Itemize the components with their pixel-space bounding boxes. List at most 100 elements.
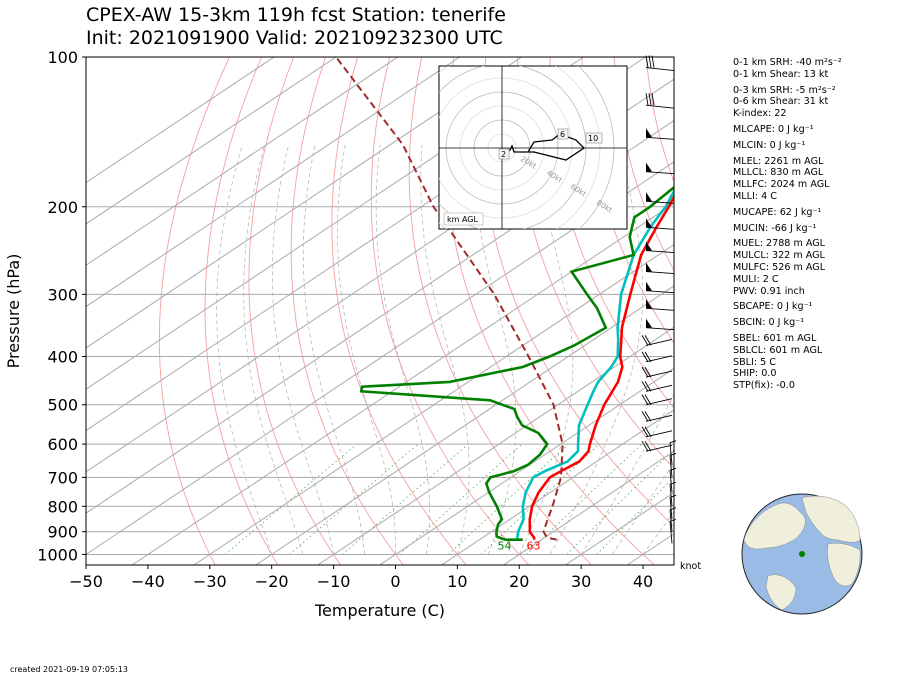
stat-muel: MUEL: 2788 m AGL — [733, 238, 826, 250]
moist-adiabat — [420, 144, 470, 555]
hodograph-height-box — [557, 128, 569, 140]
chart-title-line1: CPEX-AW 15-3km 119h fcst Station: teneri… — [86, 4, 506, 26]
dry-adiabat — [613, 57, 674, 272]
y-tick-label: 800 — [47, 497, 78, 516]
stat-mlcin: MLCIN: 0 J kg⁻¹ — [733, 139, 806, 151]
isotherm — [255, 285, 674, 565]
isotherm — [86, 57, 275, 184]
surface-annotation: 63 — [527, 540, 541, 553]
wind-barb — [645, 192, 675, 204]
moist-adiabat — [216, 144, 273, 555]
wind-barb — [641, 394, 673, 406]
x-tick-label: 10 — [447, 572, 467, 591]
isotherm — [503, 450, 674, 565]
stat-pwv: PWV: 0.91 inch — [733, 285, 805, 297]
wind-barb — [669, 467, 677, 493]
x-tick-label: −10 — [317, 572, 351, 591]
plot-frame — [85, 56, 675, 566]
stat-sbcape: SBCAPE: 0 J kg⁻¹ — [733, 301, 813, 313]
isotherm — [441, 409, 674, 565]
wind-barb — [669, 518, 677, 544]
isotherm — [86, 57, 337, 225]
isotherm — [379, 367, 674, 565]
stat-shear1: 0-1 km Shear: 13 kt — [733, 68, 829, 80]
x-tick-label: 20 — [509, 572, 529, 591]
hodograph-height-label: 10 — [588, 134, 598, 143]
wind-barb — [669, 452, 677, 478]
isotherm — [317, 326, 674, 565]
wind-barb — [645, 241, 675, 254]
globe-land-europe — [801, 495, 861, 543]
stat-srh3: 0-3 km SRH: -5 m²s⁻² — [733, 84, 836, 96]
moist-adiabat — [518, 144, 574, 555]
hodograph-height-box — [585, 132, 603, 144]
wind-barb — [645, 128, 675, 140]
surface-annotation: 54 — [497, 540, 511, 553]
moist-adiabat — [337, 144, 396, 555]
stat-mulcl: MULCL: 322 m AGL — [733, 250, 825, 262]
moist-adiabat — [580, 393, 674, 555]
y-tick-label: 700 — [47, 468, 78, 487]
wind-barb — [645, 218, 675, 230]
wind-barb — [669, 494, 677, 520]
x-axis-label: Temperature (C) — [314, 601, 445, 620]
stat-sbli: SBLI: 5 C — [733, 356, 776, 368]
stat-mlli: MLLI: 4 C — [733, 190, 777, 202]
isotherm — [86, 57, 522, 349]
dry-adiabat — [248, 57, 342, 565]
x-tick-label: −50 — [69, 572, 103, 591]
hodograph-height-box — [498, 148, 510, 160]
stat-ship: SHIP: 0.0 — [733, 368, 777, 380]
wind-barb — [669, 440, 677, 465]
chart-title-line2: Init: 2021091900 Valid: 202109232300 UTC — [86, 27, 503, 49]
globe-land-africa — [827, 543, 861, 587]
isotherm — [86, 119, 674, 514]
wind-barb — [641, 426, 673, 438]
globe-land-north-america — [743, 502, 806, 550]
wind-barb — [641, 366, 673, 378]
stat-mucape: MUCAPE: 62 J kg⁻¹ — [733, 206, 822, 218]
hodograph-legend-box — [443, 212, 484, 226]
wind-barb — [641, 335, 673, 346]
mixing-ratio-line — [224, 443, 358, 555]
stats-panel: 0-1 km SRH: -40 m²s⁻² 0-1 km Shear: 13 k… — [733, 57, 842, 392]
wind-barb — [645, 299, 675, 311]
dry-adiabat — [408, 57, 593, 565]
wind-barb — [641, 411, 673, 422]
wind-barb — [641, 440, 673, 452]
dry-adiabat — [839, 57, 906, 565]
y-tick-label: 600 — [47, 435, 78, 454]
stat-kindex: K-index: 22 — [733, 108, 787, 120]
stat-mllcl: MLLCL: 830 m AGL — [733, 167, 824, 179]
stat-stp: STP(fix): -0.0 — [733, 380, 795, 392]
x-tick-label: −20 — [255, 572, 289, 591]
x-tick-label: −40 — [131, 572, 165, 591]
isotherm — [86, 57, 461, 308]
wind-barb — [669, 481, 677, 507]
mixing-ratio-line — [342, 443, 469, 555]
isotherm — [86, 57, 399, 266]
wind-barb — [645, 55, 675, 71]
stat-sbel: SBEL: 601 m AGL — [733, 332, 817, 344]
y-axis-label: Pressure (hPa) — [4, 254, 23, 369]
y-tick-label: 100 — [47, 48, 78, 67]
y-tick-label: 400 — [47, 348, 78, 367]
y-tick-label: 900 — [47, 523, 78, 542]
x-tick-label: −30 — [193, 572, 227, 591]
temperature-profile — [528, 194, 674, 541]
mixing-ratio-line — [289, 443, 419, 555]
x-tick-label: 40 — [633, 572, 653, 591]
wind-barb — [645, 318, 675, 331]
isotherm — [193, 243, 674, 565]
dry-adiabat — [515, 57, 674, 470]
y-tick-label: 1000 — [37, 545, 78, 564]
hodograph-frame — [438, 65, 628, 230]
wind-barb — [641, 381, 673, 392]
footer-created: created 2021-09-19 07:05:13 — [10, 665, 128, 674]
stat-muli: MULI: 2 C — [733, 273, 779, 285]
mixing-ratio-line — [399, 443, 523, 555]
locator-globe — [741, 493, 863, 615]
dry-adiabat — [204, 57, 279, 565]
wind-barb — [645, 93, 675, 109]
